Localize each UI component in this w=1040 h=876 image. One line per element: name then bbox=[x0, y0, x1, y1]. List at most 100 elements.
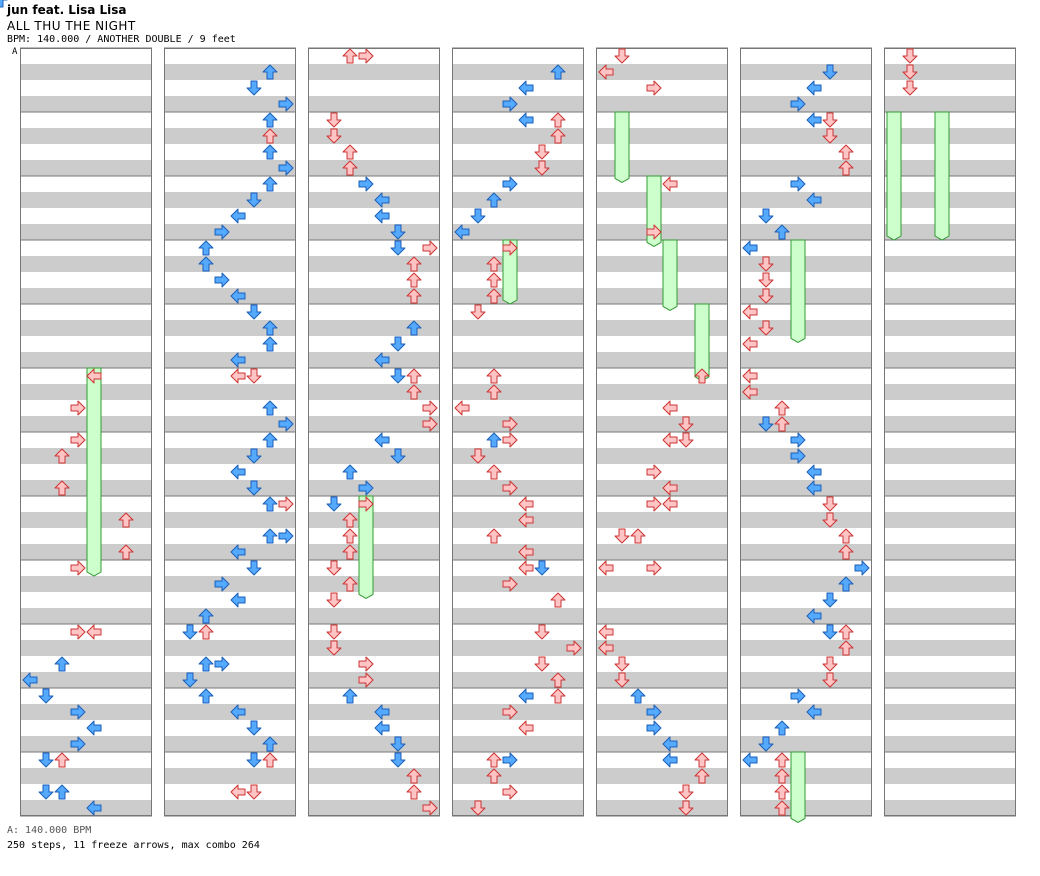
step-arrow-right-quarter bbox=[70, 704, 86, 720]
step-arrow-left-quarter bbox=[374, 720, 390, 736]
freeze-arrow-body bbox=[790, 239, 806, 343]
step-arrow-up-eighth bbox=[838, 640, 854, 656]
beat-band bbox=[884, 272, 1016, 288]
step-arrow-right-eighth bbox=[502, 576, 518, 592]
step-arrow-right-quarter bbox=[214, 576, 230, 592]
beat-band bbox=[20, 112, 152, 128]
beat-band bbox=[740, 416, 872, 432]
beat-band bbox=[884, 48, 1016, 64]
step-arrow-up-eighth bbox=[838, 544, 854, 560]
step-arrow-up-eighth bbox=[406, 784, 422, 800]
beat-band bbox=[308, 768, 440, 784]
beat-band bbox=[20, 784, 152, 800]
step-arrow-left-eighth bbox=[598, 640, 614, 656]
beat-band bbox=[740, 48, 872, 64]
step-arrow-up-eighth bbox=[486, 288, 502, 304]
bpm-marker: A bbox=[12, 47, 18, 57]
step-arrow-right-eighth bbox=[70, 400, 86, 416]
step-arrow-right-eighth bbox=[502, 240, 518, 256]
beat-band bbox=[308, 544, 440, 560]
beat-band bbox=[20, 656, 152, 672]
step-arrow-up-eighth bbox=[486, 768, 502, 784]
step-arrow-down-quarter bbox=[182, 672, 198, 688]
step-arrow-left-quarter bbox=[742, 752, 758, 768]
beat-band bbox=[308, 144, 440, 160]
step-arrow-left-eighth bbox=[662, 480, 678, 496]
step-arrow-down-eighth bbox=[326, 112, 342, 128]
beat-band bbox=[740, 160, 872, 176]
step-arrow-down-quarter bbox=[758, 208, 774, 224]
step-arrow-down-eighth bbox=[758, 288, 774, 304]
step-arrow-down-eighth bbox=[902, 48, 918, 64]
beat-band bbox=[20, 320, 152, 336]
beat-band bbox=[884, 240, 1016, 256]
beat-band bbox=[740, 672, 872, 688]
beat-band bbox=[740, 624, 872, 640]
step-arrow-up-quarter bbox=[838, 576, 854, 592]
beat-band bbox=[884, 160, 1016, 176]
beat-band bbox=[164, 288, 296, 304]
step-arrow-up-eighth bbox=[54, 480, 70, 496]
beat-band bbox=[20, 544, 152, 560]
step-arrow-down-eighth bbox=[470, 448, 486, 464]
step-arrow-up-eighth bbox=[342, 544, 358, 560]
beat-band bbox=[740, 288, 872, 304]
step-arrow-left-quarter bbox=[374, 208, 390, 224]
freeze-arrow-body bbox=[790, 751, 806, 823]
step-arrow-right-quarter bbox=[790, 432, 806, 448]
step-arrow-up-eighth bbox=[774, 752, 790, 768]
step-arrow-left-quarter bbox=[86, 720, 102, 736]
step-arrow-down-eighth bbox=[614, 672, 630, 688]
bpm-legend: A: 140.000 BPM bbox=[7, 825, 92, 836]
beat-band bbox=[740, 480, 872, 496]
beat-band bbox=[164, 48, 296, 64]
step-arrow-up-quarter bbox=[198, 688, 214, 704]
step-arrow-down-quarter bbox=[822, 624, 838, 640]
step-arrow-up-quarter bbox=[262, 432, 278, 448]
beat-band bbox=[308, 336, 440, 352]
beat-band bbox=[164, 192, 296, 208]
beat-band bbox=[20, 80, 152, 96]
beat-band bbox=[308, 128, 440, 144]
step-arrow-up-quarter bbox=[54, 784, 70, 800]
beat-band bbox=[20, 432, 152, 448]
beat-band bbox=[596, 400, 728, 416]
beat-band bbox=[308, 496, 440, 512]
beat-band bbox=[452, 448, 584, 464]
step-arrow-left-quarter bbox=[454, 224, 470, 240]
beat-band bbox=[164, 544, 296, 560]
step-arrow-left-eighth bbox=[742, 384, 758, 400]
beat-band bbox=[596, 592, 728, 608]
step-arrow-down-eighth bbox=[534, 144, 550, 160]
step-arrow-right-eighth bbox=[502, 704, 518, 720]
beat-band bbox=[740, 128, 872, 144]
step-arrow-right-quarter bbox=[790, 448, 806, 464]
beat-band bbox=[452, 144, 584, 160]
beat-band bbox=[884, 304, 1016, 320]
step-arrow-up-eighth bbox=[550, 688, 566, 704]
beat-band bbox=[740, 464, 872, 480]
beat-band bbox=[884, 400, 1016, 416]
step-arrow-right-eighth bbox=[358, 496, 374, 512]
step-arrow-down-eighth bbox=[614, 48, 630, 64]
step-arrow-down-eighth bbox=[326, 592, 342, 608]
beat-band bbox=[452, 672, 584, 688]
step-arrow-right-eighth bbox=[502, 416, 518, 432]
step-arrow-left-quarter bbox=[230, 592, 246, 608]
beat-band bbox=[308, 464, 440, 480]
beat-band bbox=[20, 384, 152, 400]
beat-band bbox=[20, 192, 152, 208]
beat-band bbox=[596, 496, 728, 512]
beat-band bbox=[308, 48, 440, 64]
step-arrow-down-eighth bbox=[326, 560, 342, 576]
beat-band bbox=[596, 512, 728, 528]
beat-band bbox=[740, 640, 872, 656]
step-arrow-right-quarter bbox=[646, 720, 662, 736]
beat-band bbox=[596, 544, 728, 560]
column-border bbox=[596, 48, 728, 816]
beat-band bbox=[164, 368, 296, 384]
step-arrow-left-eighth bbox=[518, 560, 534, 576]
beat-band bbox=[308, 624, 440, 640]
step-arrow-up-quarter bbox=[262, 320, 278, 336]
beat-band bbox=[596, 80, 728, 96]
